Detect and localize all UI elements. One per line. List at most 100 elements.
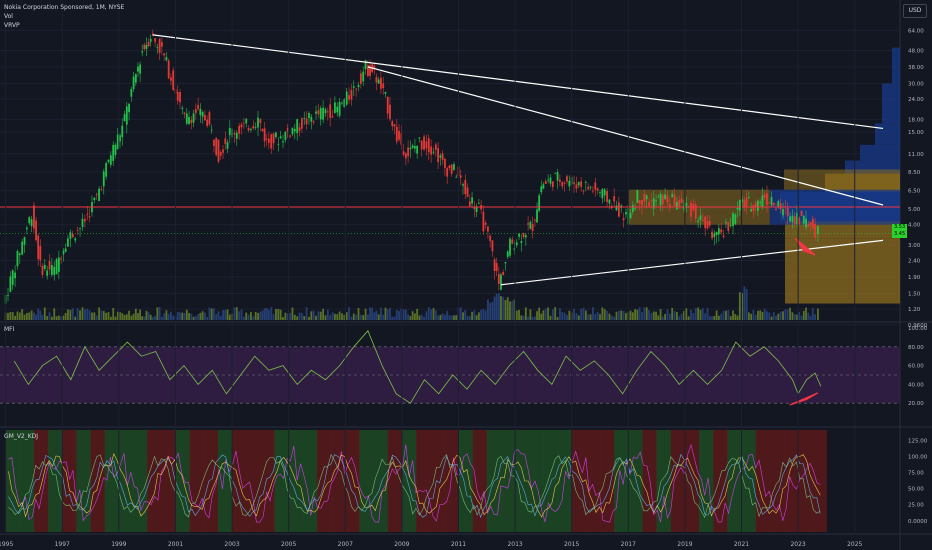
volume-bar bbox=[312, 310, 315, 320]
candle-body bbox=[577, 182, 580, 186]
candle-body bbox=[194, 109, 197, 113]
volume-bar bbox=[172, 315, 175, 320]
volume-bar bbox=[265, 307, 268, 320]
volume-bar bbox=[497, 293, 500, 320]
time-axis[interactable]: 1995 1997 1999 2001 2003 2005 2007 2009 2011 2013… bbox=[0, 0, 863, 548]
volume-bar bbox=[163, 313, 166, 320]
kdj-regime-stripe bbox=[571, 430, 587, 532]
candle-body bbox=[736, 207, 739, 210]
x-tick-label: 1997 bbox=[55, 541, 70, 548]
volume-bar bbox=[98, 307, 100, 320]
candle-body bbox=[459, 175, 462, 178]
volume-profile-bar bbox=[860, 144, 900, 161]
candle-body bbox=[671, 194, 674, 198]
candle-body bbox=[643, 193, 646, 202]
candle-body bbox=[701, 220, 704, 222]
candle-body bbox=[566, 176, 568, 182]
volume-bar bbox=[489, 302, 492, 320]
volume-bar bbox=[336, 314, 339, 320]
volume-bar bbox=[613, 316, 616, 320]
candle-body bbox=[334, 102, 336, 113]
candle-body bbox=[395, 126, 398, 142]
volume-bar bbox=[729, 316, 732, 320]
volume-bar bbox=[21, 309, 24, 320]
candle-body bbox=[88, 216, 91, 218]
volume-bar bbox=[293, 314, 296, 320]
kdj-regime-stripe bbox=[416, 430, 431, 532]
candle-body bbox=[279, 136, 282, 139]
mfi-label[interactable]: MFI bbox=[4, 326, 15, 333]
candle-body bbox=[179, 92, 181, 103]
volume-bar bbox=[563, 312, 566, 320]
candle-body bbox=[43, 264, 46, 269]
candle-body bbox=[267, 138, 270, 143]
volume-bar bbox=[286, 313, 289, 320]
candle-body bbox=[183, 112, 186, 114]
volume-bar bbox=[156, 307, 159, 320]
x-tick-label: 2011 bbox=[451, 541, 466, 548]
kdj-regime-stripe bbox=[302, 430, 318, 532]
candle-body bbox=[282, 141, 284, 143]
kdj-pane[interactable]: 125.00 100.00 75.00 50.00 25.00 0.0000 bbox=[5, 430, 928, 532]
candle-body bbox=[233, 133, 236, 135]
candle-body bbox=[76, 229, 79, 231]
volume-bar bbox=[441, 313, 444, 320]
volume-bar bbox=[736, 315, 739, 320]
candle-body bbox=[380, 77, 382, 89]
candle-body bbox=[69, 232, 72, 239]
volume-bar bbox=[62, 315, 65, 320]
candle-body bbox=[160, 42, 163, 47]
volume-bar bbox=[540, 313, 543, 320]
candle-body bbox=[768, 202, 771, 204]
kdj-regime-stripe bbox=[203, 430, 219, 532]
volume-bar bbox=[261, 310, 264, 320]
candle-body bbox=[547, 179, 550, 181]
y-tick-label: 11.00 bbox=[908, 152, 924, 158]
candle-body bbox=[511, 239, 514, 244]
candle-body bbox=[296, 119, 299, 134]
volume-bar bbox=[380, 307, 382, 320]
candle-body bbox=[411, 145, 414, 148]
currency-badge[interactable]: USD bbox=[903, 4, 927, 18]
volume-bar bbox=[634, 309, 636, 320]
candle-body bbox=[551, 181, 554, 188]
candle-body bbox=[568, 180, 571, 187]
candle-body bbox=[86, 213, 89, 215]
candle-body bbox=[659, 193, 662, 206]
vrvp-indicator-label[interactable]: VRVP bbox=[4, 22, 20, 29]
candle-body bbox=[715, 231, 718, 236]
volume-bar bbox=[542, 310, 545, 320]
vol-indicator-label[interactable]: Vol bbox=[4, 13, 13, 20]
candle-body bbox=[11, 270, 14, 285]
candle-body bbox=[132, 76, 135, 90]
candle-body bbox=[638, 200, 641, 204]
candle-body bbox=[137, 66, 139, 72]
candle-body bbox=[750, 209, 753, 212]
candle-body bbox=[811, 218, 814, 229]
candle-body bbox=[766, 193, 768, 205]
candle-body bbox=[680, 198, 683, 203]
candle-body bbox=[252, 125, 255, 129]
candle-body bbox=[9, 276, 12, 292]
candle-body bbox=[7, 295, 9, 296]
kdj-label[interactable]: GM_V2_KDJ bbox=[4, 433, 39, 440]
kdj-regime-stripe bbox=[373, 430, 389, 532]
candle-body bbox=[430, 146, 433, 155]
kdj-regime-stripe bbox=[401, 430, 417, 532]
volume-bar bbox=[573, 308, 575, 320]
kdj-tick-label: 125.00 bbox=[908, 438, 928, 444]
volume-bar bbox=[9, 312, 12, 320]
volume-bar bbox=[747, 312, 750, 320]
candle-body bbox=[305, 118, 308, 125]
candle-body bbox=[455, 176, 458, 178]
volume-bar bbox=[257, 312, 259, 320]
candle-body bbox=[536, 209, 538, 223]
volume-bar bbox=[577, 315, 580, 320]
volume-bar bbox=[343, 314, 346, 320]
candle-body bbox=[427, 138, 430, 153]
candle-body bbox=[145, 45, 148, 49]
volume-bar bbox=[450, 315, 453, 320]
kdj-regime-stripe bbox=[62, 430, 77, 532]
volume-bar bbox=[324, 315, 327, 320]
